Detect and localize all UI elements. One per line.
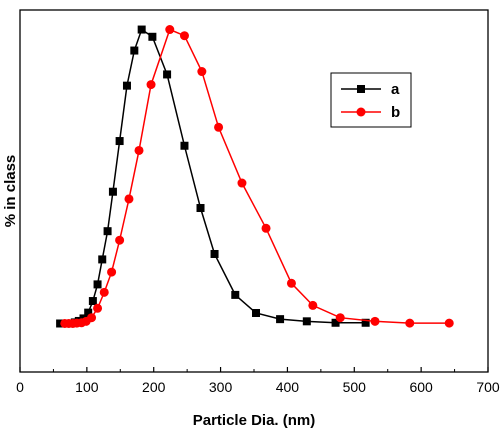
data-point-b [261, 223, 271, 233]
x-tick-label: 0 [16, 379, 24, 395]
data-point-b [107, 267, 117, 277]
series-a [56, 25, 370, 328]
data-point-a [93, 280, 102, 289]
data-point-a [84, 308, 93, 317]
data-point-b [99, 287, 109, 297]
x-tick-label: 600 [409, 379, 433, 395]
x-tick-label: 500 [343, 379, 367, 395]
data-point-a [115, 137, 124, 146]
y-axis-title: % in class [2, 155, 19, 228]
data-point-a [302, 317, 311, 326]
data-point-b [237, 178, 247, 188]
data-point-a [331, 318, 340, 327]
data-point-b [214, 122, 224, 132]
x-tick-label: 700 [476, 379, 500, 395]
legend-label-a: a [391, 81, 400, 98]
data-point-b [444, 318, 454, 328]
data-point-b [124, 194, 134, 204]
data-point-b [370, 316, 380, 326]
data-point-b [165, 25, 175, 35]
data-point-b [335, 313, 345, 323]
data-point-a [163, 70, 172, 79]
data-point-a [231, 290, 240, 299]
data-point-b [87, 313, 97, 323]
x-tick-label: 100 [75, 379, 99, 395]
x-tick-label: 400 [276, 379, 300, 395]
data-point-a [148, 32, 157, 41]
series-b [60, 25, 454, 328]
legend-box [330, 72, 412, 128]
legend-label-b: b [391, 104, 400, 121]
x-tick-label: 200 [142, 379, 166, 395]
legend-marker-b [356, 107, 366, 117]
series-line-a [60, 28, 366, 325]
data-point-b [405, 318, 415, 328]
legend: ab [330, 72, 412, 128]
data-point-a [122, 81, 131, 90]
data-point-a [56, 319, 65, 328]
series-layer [56, 25, 454, 328]
axis-ticks: 0 100 200 300 400 500 600 700 [16, 367, 500, 395]
data-point-b [93, 303, 103, 313]
data-point-a [88, 297, 97, 306]
data-point-a [108, 187, 117, 196]
data-point-a [180, 141, 189, 150]
data-point-b [308, 300, 318, 310]
data-point-a [103, 227, 112, 236]
data-point-b [115, 235, 125, 245]
data-point-a [137, 25, 146, 34]
data-point-a [276, 315, 285, 324]
legend-item-b: b [341, 104, 400, 121]
data-point-b [134, 145, 144, 155]
data-point-a [210, 249, 219, 258]
data-point-a [98, 255, 107, 264]
data-point-a [252, 308, 261, 317]
data-point-a [361, 318, 370, 327]
data-point-b [179, 31, 189, 41]
legend-marker-a [357, 85, 365, 93]
data-point-a [130, 46, 139, 55]
x-axis-title: Particle Dia. (nm) [193, 412, 316, 429]
data-point-b [146, 80, 156, 90]
data-point-b [197, 67, 207, 77]
legend-item-a: a [341, 81, 400, 98]
x-tick-label: 300 [209, 379, 233, 395]
data-point-a [196, 204, 205, 213]
data-point-b [286, 278, 296, 288]
